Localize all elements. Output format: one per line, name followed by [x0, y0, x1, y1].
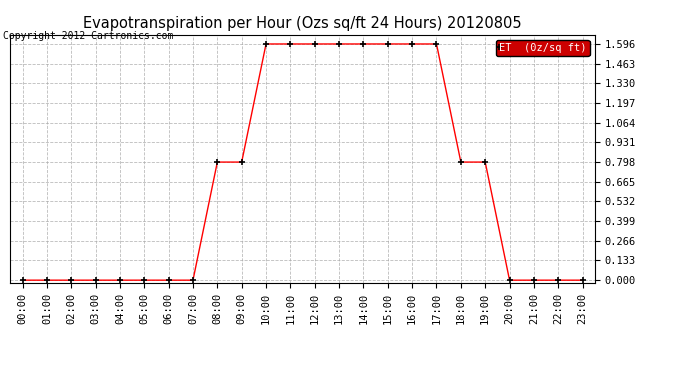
ET  (0z/sq ft) — [433, 42, 441, 46]
ET  (0z/sq ft) — [578, 278, 586, 282]
ET  (0z/sq ft) — [335, 42, 343, 46]
ET  (0z/sq ft) — [237, 160, 246, 164]
ET  (0z/sq ft) — [116, 278, 124, 282]
ET  (0z/sq ft) — [359, 42, 368, 46]
ET  (0z/sq ft) — [164, 278, 172, 282]
ET  (0z/sq ft) — [43, 278, 51, 282]
ET  (0z/sq ft) — [457, 160, 465, 164]
ET  (0z/sq ft) — [530, 278, 538, 282]
ET  (0z/sq ft) — [92, 278, 100, 282]
ET  (0z/sq ft) — [408, 42, 416, 46]
ET  (0z/sq ft) — [286, 42, 295, 46]
ET  (0z/sq ft) — [67, 278, 75, 282]
Line: ET  (0z/sq ft): ET (0z/sq ft) — [19, 40, 586, 284]
Text: Copyright 2012 Cartronics.com: Copyright 2012 Cartronics.com — [3, 32, 174, 41]
ET  (0z/sq ft) — [19, 278, 27, 282]
ET  (0z/sq ft) — [554, 278, 562, 282]
ET  (0z/sq ft) — [310, 42, 319, 46]
Title: Evapotranspiration per Hour (Ozs sq/ft 24 Hours) 20120805: Evapotranspiration per Hour (Ozs sq/ft 2… — [83, 15, 522, 30]
ET  (0z/sq ft) — [505, 278, 513, 282]
Legend: ET  (0z/sq ft): ET (0z/sq ft) — [496, 40, 589, 56]
ET  (0z/sq ft) — [262, 42, 270, 46]
ET  (0z/sq ft) — [140, 278, 148, 282]
ET  (0z/sq ft) — [384, 42, 392, 46]
ET  (0z/sq ft) — [213, 160, 221, 164]
ET  (0z/sq ft) — [189, 278, 197, 282]
ET  (0z/sq ft) — [481, 160, 489, 164]
